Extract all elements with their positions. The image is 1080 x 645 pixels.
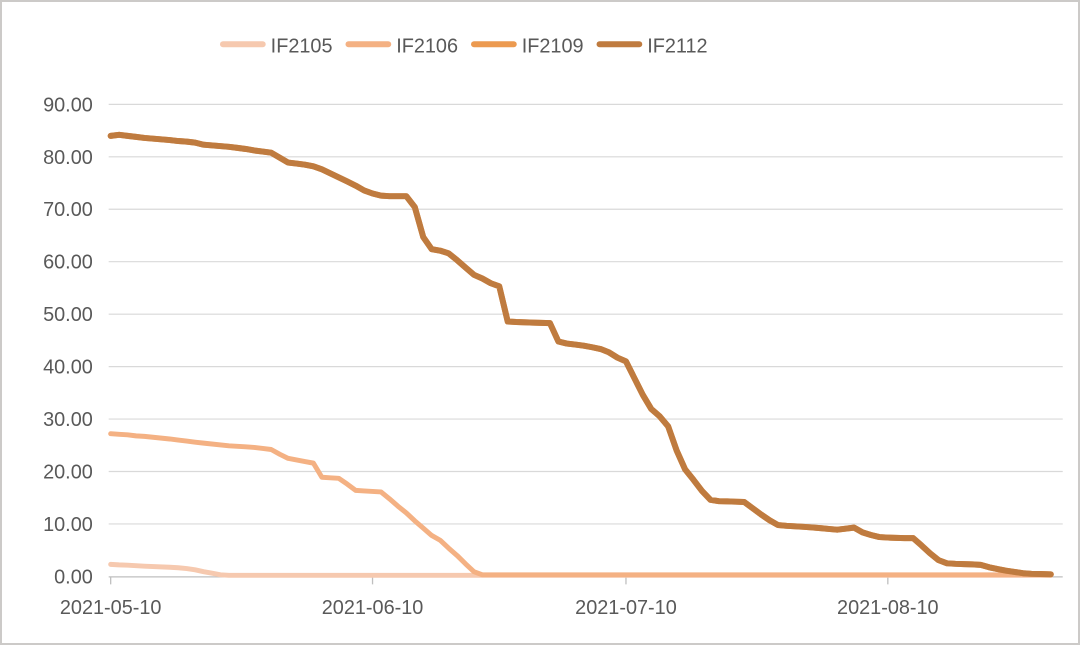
series-line-IF2112 (107, 131, 1054, 578)
y-axis-tick-label: 70.00 (43, 199, 93, 221)
y-axis-tick-label: 80.00 (43, 147, 93, 169)
y-axis-tick-label: 60.00 (43, 252, 93, 274)
legend-swatch-if2109 (471, 41, 517, 48)
y-axis-tick-label: 10.00 (43, 514, 93, 536)
legend-label: IF2109 (522, 36, 584, 58)
x-axis-tick-label: 2021-05-10 (60, 597, 162, 619)
y-axis-tick-label: 50.00 (43, 304, 93, 326)
legend-swatch-if2106 (345, 41, 392, 48)
x-axis-tick-label: 2021-07-10 (575, 597, 677, 619)
legend-label: IF2105 (271, 36, 333, 58)
y-axis-tick-label: 0.00 (54, 566, 93, 588)
series-line-IF2109 (107, 131, 1054, 578)
x-axis-tick-label: 2021-06-10 (322, 597, 424, 619)
series-line-IF2106 (108, 431, 1054, 578)
legend-label: IF2112 (647, 36, 707, 58)
legend-label: IF2106 (396, 36, 458, 58)
y-axis-tick-label: 30.00 (43, 409, 93, 431)
y-axis-tick-label: 90.00 (43, 94, 93, 116)
legend-swatch-if2105 (219, 41, 266, 48)
y-axis-tick-label: 40.00 (43, 357, 93, 379)
x-axis-tick-label: 2021-08-10 (837, 597, 939, 619)
series-line-IF2105 (108, 561, 1054, 578)
y-axis-tick-label: 20.00 (43, 461, 93, 483)
legend-swatch-if2112 (596, 41, 643, 48)
